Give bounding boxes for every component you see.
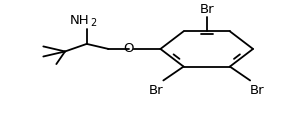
Text: 2: 2 bbox=[91, 18, 97, 28]
Text: Br: Br bbox=[250, 84, 265, 97]
Text: Br: Br bbox=[149, 84, 164, 97]
Text: NH: NH bbox=[70, 14, 89, 27]
Text: O: O bbox=[124, 42, 134, 55]
Text: Br: Br bbox=[199, 3, 214, 16]
